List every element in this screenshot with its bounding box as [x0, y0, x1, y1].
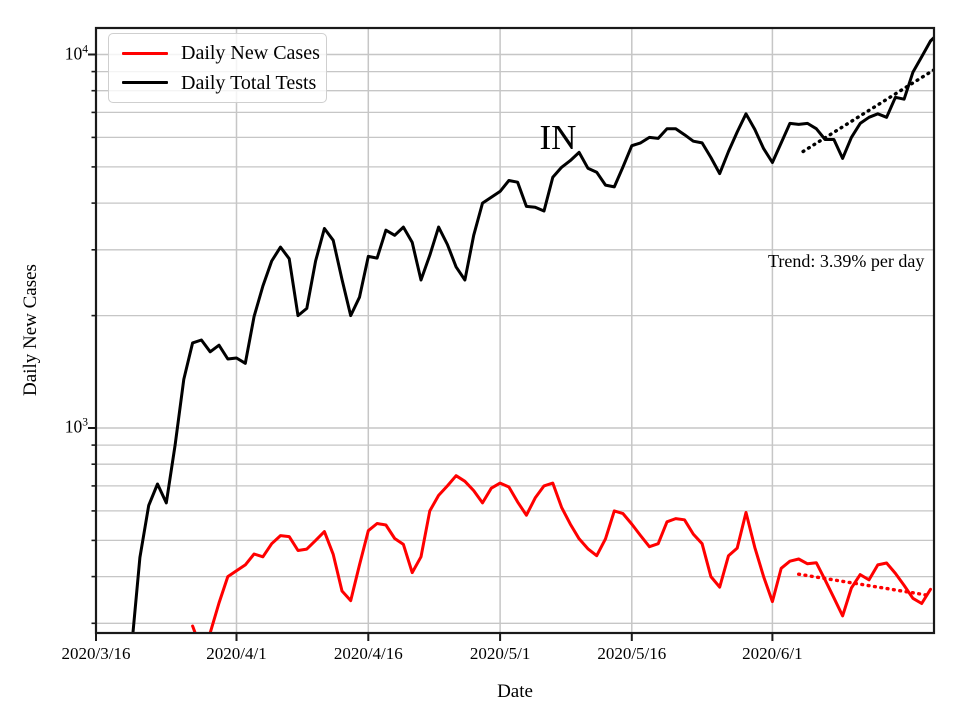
plot-border-spines: [94, 26, 936, 635]
x-tick-label: 2020/5/16: [597, 644, 667, 663]
x-axis-label: Date: [497, 681, 533, 702]
legend-label-daily-total-tests: Daily Total Tests: [181, 71, 317, 94]
trend-dotted-line-daily-new-cases-trend: [797, 572, 929, 597]
legend-item-daily-new-cases: Daily New Cases: [122, 43, 326, 63]
trend-annotation: Trend: 3.39% per day: [768, 251, 925, 271]
x-tick-label: 2020/5/1: [469, 644, 531, 663]
x-tick-label: 2020/3/16: [61, 644, 131, 663]
plot-title: IN: [539, 118, 577, 157]
legend-item-daily-total-tests: Daily Total Tests: [122, 73, 326, 93]
series-line-daily-new-cases: [191, 474, 932, 633]
legend-red-line-swatch: [122, 51, 168, 56]
series-line-daily-total-tests: [131, 36, 934, 633]
legend-label-daily-new-cases: Daily New Cases: [181, 42, 320, 65]
y-tick-label: 104: [64, 42, 88, 63]
legend-black-line-swatch: [122, 80, 168, 85]
y-axis-label: Daily New Cases: [20, 264, 41, 396]
gridlines: [95, 28, 934, 633]
legend: Daily New Cases Daily Total Tests: [108, 33, 327, 103]
data-series: [131, 36, 934, 633]
x-tick-label: 2020/4/16: [333, 644, 403, 663]
y-tick-label: 103: [64, 416, 88, 437]
trend-dotted-line-daily-total-tests-trend-3-39-per-day-: [801, 68, 934, 154]
x-tick-label: 2020/6/1: [742, 644, 803, 663]
x-tick-label: 2020/4/1: [206, 644, 267, 663]
